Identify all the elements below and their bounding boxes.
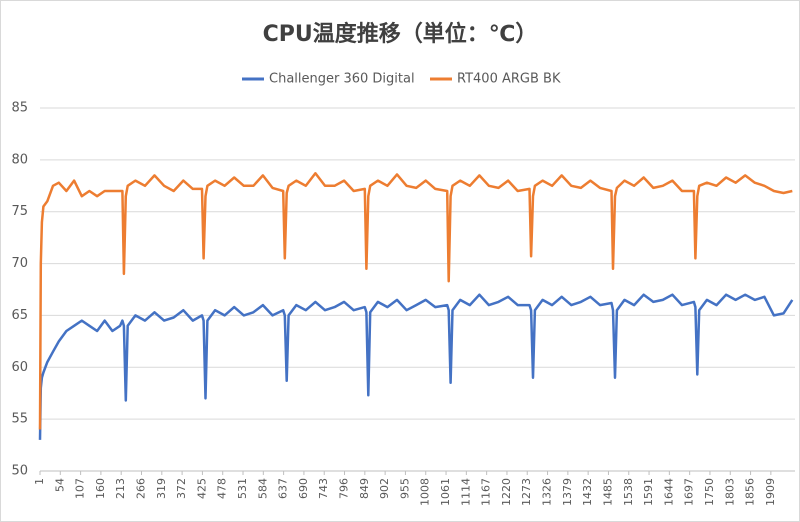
x-tick-label: 849 xyxy=(358,478,371,499)
x-tick-label: 584 xyxy=(256,478,269,499)
y-tick-label: 70 xyxy=(11,256,28,271)
x-tick-label: 1909 xyxy=(764,478,777,506)
x-tick-label: 425 xyxy=(195,478,208,499)
x-tick-label: 1326 xyxy=(541,478,554,506)
y-tick-label: 80 xyxy=(11,152,28,167)
y-tick-label: 75 xyxy=(11,204,28,219)
series-line xyxy=(38,172,793,430)
y-tick-label: 50 xyxy=(11,464,28,479)
x-tick-label: 372 xyxy=(175,478,188,499)
x-tick-label: 955 xyxy=(398,478,411,499)
x-tick-label: 796 xyxy=(338,478,351,499)
x-tick-label: 1538 xyxy=(622,478,635,506)
x-tick-label: 902 xyxy=(378,478,391,499)
legend-label: RT400 ARGB BK xyxy=(457,72,561,87)
x-tick-label: 1379 xyxy=(561,478,574,506)
x-tick-label: 478 xyxy=(216,478,229,499)
x-tick-label: 1061 xyxy=(439,478,452,506)
y-tick-label: 60 xyxy=(11,360,28,375)
legend-label: Challenger 360 Digital xyxy=(269,72,415,87)
y-tick-label: 65 xyxy=(11,308,28,323)
x-tick-label: 1167 xyxy=(480,478,493,506)
x-tick-label: 54 xyxy=(53,478,66,492)
x-tick-label: 1114 xyxy=(459,478,472,506)
x-tick-label: 213 xyxy=(114,478,127,499)
x-tick-label: 1644 xyxy=(662,478,675,506)
x-tick-label: 1273 xyxy=(520,478,533,506)
x-tick-label: 160 xyxy=(94,478,107,499)
x-tick-label: 1485 xyxy=(601,478,614,506)
x-tick-label: 1220 xyxy=(500,478,513,506)
y-tick-label: 85 xyxy=(11,101,28,116)
x-tick-label: 531 xyxy=(236,478,249,499)
x-tick-label: 1750 xyxy=(703,478,716,506)
x-tick-label: 319 xyxy=(155,478,168,499)
x-tick-label: 637 xyxy=(277,478,290,499)
series-line xyxy=(38,293,794,440)
x-tick-label: 1008 xyxy=(419,478,432,506)
x-tick-label: 1432 xyxy=(581,478,594,506)
x-tick-label: 1 xyxy=(33,478,46,485)
x-tick-label: 107 xyxy=(74,478,87,499)
x-tick-label: 1856 xyxy=(744,478,757,506)
y-tick-label: 55 xyxy=(11,412,28,427)
x-tick-label: 690 xyxy=(297,478,310,499)
x-tick-label: 1803 xyxy=(723,478,736,506)
x-tick-label: 266 xyxy=(135,478,148,499)
x-tick-label: 743 xyxy=(317,478,330,499)
chart-title: CPU温度推移（単位：℃） xyxy=(263,21,538,47)
x-tick-label: 1697 xyxy=(683,478,696,506)
x-tick-label: 1591 xyxy=(642,478,655,506)
